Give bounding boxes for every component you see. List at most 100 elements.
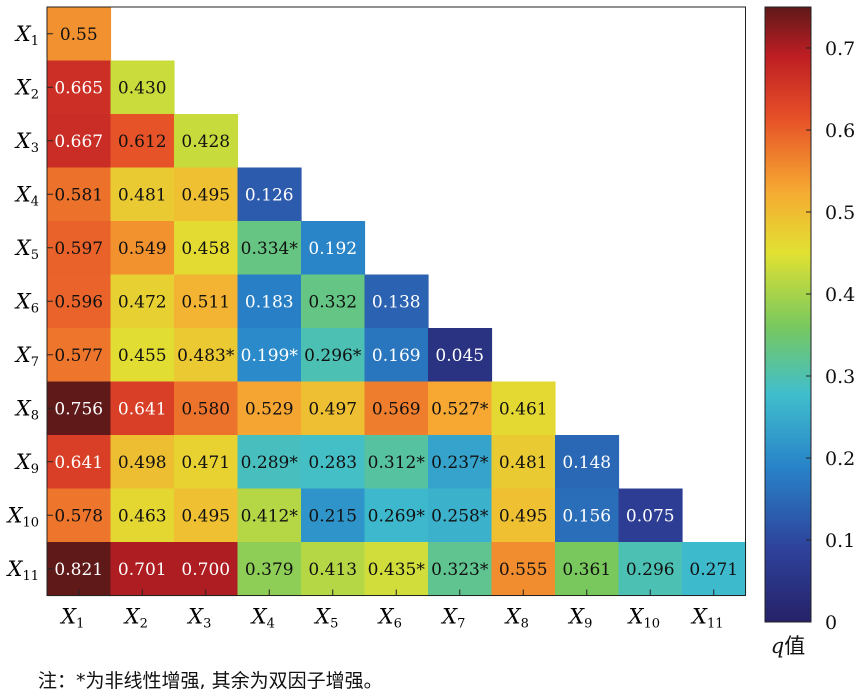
cell-value-label: 0.455 [118, 346, 167, 366]
heatmap-cell [47, 114, 112, 169]
heatmap-cell [47, 381, 112, 436]
heatmap-cell [47, 328, 112, 383]
heatmap-cell [428, 435, 493, 490]
cell-value-label: 0.578 [54, 506, 103, 526]
heatmap-cell [110, 114, 175, 169]
heatmap-cell [364, 435, 429, 490]
y-tick-label: X6 [14, 289, 39, 316]
heatmap-cell [237, 488, 302, 543]
heatmap-cell [47, 60, 112, 115]
cell-value-label: 0.495 [181, 506, 230, 526]
heatmap-cell [47, 167, 112, 222]
heatmap-cell [110, 488, 175, 543]
cell-value-label: 0.483* [177, 346, 235, 366]
cell-value-label: 0.075 [626, 506, 675, 526]
heatmap-cell [110, 328, 175, 383]
heatmap-cell [555, 488, 620, 543]
heatmap-cell [364, 274, 429, 329]
cell-value-label: 0.665 [54, 78, 103, 98]
x-tick-label: X10 [627, 605, 661, 632]
y-tick-label: X11 [6, 557, 40, 584]
heatmap-cell [174, 488, 239, 543]
x-tick-label: X1 [59, 605, 84, 632]
cell-value-label: 0.581 [54, 185, 103, 205]
cell-value-label: 0.156 [562, 506, 611, 526]
cell-value-label: 0.495 [499, 506, 548, 526]
heatmap-cell [174, 167, 239, 222]
cell-value-label: 0.55 [60, 25, 98, 45]
heatmap-cell [491, 542, 556, 597]
cell-value-label: 0.458 [181, 239, 230, 259]
heatmap-cell [174, 542, 239, 597]
y-tick-label: X9 [14, 450, 39, 477]
y-tick-label: X1 [14, 22, 39, 49]
cell-value-label: 0.296* [304, 346, 362, 366]
cell-value-label: 0.667 [54, 132, 103, 152]
heatmap-cell [174, 221, 239, 276]
heatmap-cell [47, 221, 112, 276]
y-tick-label: X2 [14, 75, 39, 102]
heatmap-cell [301, 328, 366, 383]
heatmap-cell [110, 381, 175, 436]
heatmap-cell [428, 488, 493, 543]
heatmap-cell [110, 274, 175, 329]
cell-value-label: 0.641 [54, 453, 103, 473]
cell-value-label: 0.495 [181, 185, 230, 205]
colorbar-tick-label: 0.2 [825, 448, 855, 470]
heatmap-cell [110, 60, 175, 115]
y-tick-label: X3 [14, 129, 39, 156]
y-tick-label: X5 [14, 236, 39, 263]
heatmap-cell [301, 274, 366, 329]
heatmap-cell [237, 435, 302, 490]
heatmap-cell [682, 542, 747, 597]
heatmap-cell [47, 542, 112, 597]
cell-value-label: 0.428 [181, 132, 230, 152]
heatmap-cell [237, 542, 302, 597]
cell-value-label: 0.296 [626, 560, 675, 580]
heatmap-cell [237, 381, 302, 436]
cell-value-label: 0.332 [308, 292, 357, 312]
y-tick-label: X10 [6, 503, 40, 530]
y-tick-label: X4 [14, 182, 39, 209]
heatmap-cell [174, 328, 239, 383]
x-tick-label: X4 [250, 605, 275, 632]
cell-value-label: 0.323* [431, 560, 489, 580]
heatmap-cell [618, 488, 683, 543]
cell-value-label: 0.045 [435, 346, 484, 366]
cell-value-label: 0.596 [54, 292, 103, 312]
x-tick-label: X3 [186, 605, 211, 632]
heatmap-cell [174, 274, 239, 329]
cell-value-label: 0.527* [431, 399, 489, 419]
cell-value-label: 0.511 [181, 292, 230, 312]
heatmap-cell [364, 381, 429, 436]
cell-value-label: 0.461 [499, 399, 548, 419]
cell-value-label: 0.283 [308, 453, 357, 473]
x-tick-label: X5 [313, 605, 338, 632]
heatmap-cell [47, 274, 112, 329]
cell-value-label: 0.641 [118, 399, 167, 419]
cell-value-label: 0.126 [245, 185, 294, 205]
cell-value-label: 0.192 [308, 239, 357, 259]
colorbar-label: q值 [771, 634, 805, 658]
cell-value-label: 0.271 [689, 560, 738, 580]
cell-value-label: 0.701 [118, 560, 167, 580]
heatmap-cell [110, 167, 175, 222]
y-tick-label: X7 [14, 343, 39, 370]
heatmap-cell [237, 328, 302, 383]
heatmap-cell [301, 381, 366, 436]
cell-value-label: 0.312* [368, 453, 426, 473]
heatmap-cell [428, 542, 493, 597]
heatmap-cell [47, 435, 112, 490]
cell-value-label: 0.555 [499, 560, 548, 580]
cell-value-label: 0.549 [118, 239, 167, 259]
cell-value-label: 0.472 [118, 292, 167, 312]
cell-value-label: 0.577 [54, 346, 103, 366]
heatmap-cell [491, 381, 556, 436]
chart-note: 注：*为非线性增强, 其余为双因子增强。 [38, 670, 383, 692]
heatmap-cell [618, 542, 683, 597]
x-tick-label: X8 [504, 605, 529, 632]
cell-value-label: 0.138 [372, 292, 421, 312]
heatmap-cell [301, 221, 366, 276]
cell-value-label: 0.237* [431, 453, 489, 473]
